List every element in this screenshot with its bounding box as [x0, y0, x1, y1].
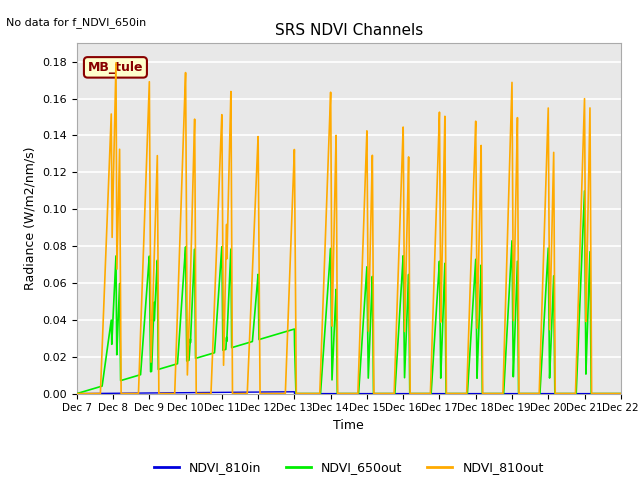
X-axis label: Time: Time — [333, 419, 364, 432]
Title: SRS NDVI Channels: SRS NDVI Channels — [275, 23, 423, 38]
Y-axis label: Radiance (W/m2/nm/s): Radiance (W/m2/nm/s) — [24, 147, 36, 290]
Legend: NDVI_810in, NDVI_650out, NDVI_810out: NDVI_810in, NDVI_650out, NDVI_810out — [148, 456, 549, 479]
Text: No data for f_NDVI_650in: No data for f_NDVI_650in — [6, 17, 147, 28]
Text: MB_tule: MB_tule — [88, 61, 143, 74]
